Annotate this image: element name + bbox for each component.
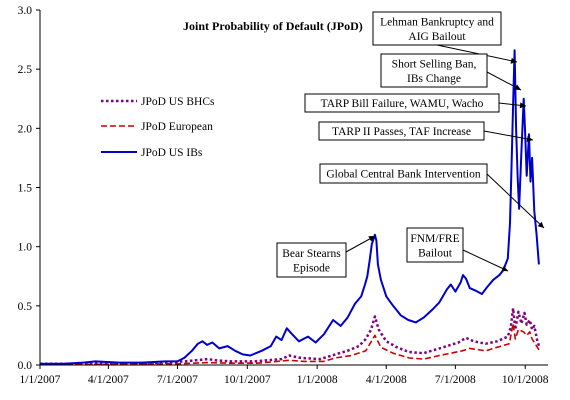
annotation-arrowhead — [501, 265, 508, 272]
x-tick-label: 10/1/2008 — [502, 374, 549, 386]
annotation-arrow — [486, 173, 545, 229]
annotation-arrow — [483, 130, 534, 141]
y-tick-label: 1.0 — [18, 242, 33, 254]
annotation-5: Bear Stearns Episode — [276, 235, 376, 278]
legend-label-2: JPoD US IBs — [141, 147, 203, 159]
annotation-box — [406, 227, 464, 263]
y-tick-label: 2.5 — [18, 64, 33, 76]
annotation-3: TARP II Passes, TAF Increase — [318, 121, 534, 142]
annotation-0: Lehman Bankruptcy and AIG Bailout — [372, 11, 518, 64]
annotation-arrow — [486, 71, 522, 91]
annotation-arrowhead — [526, 136, 533, 142]
x-tick-label: 1/1/2007 — [20, 374, 61, 386]
annotation-4: Global Central Bank Intervention — [319, 163, 545, 229]
annotation-arrowhead — [537, 221, 544, 228]
annotation-text: Episode — [293, 262, 330, 274]
annotation-box — [319, 163, 488, 184]
y-tick-label: 3.0 — [18, 5, 33, 17]
annotation-2: TARP Bill Failure, WAMU, Wacho — [304, 93, 527, 113]
annotations: Lehman Bankruptcy and AIG Bailout Short Se… — [276, 11, 545, 278]
annotation-arrow — [462, 249, 509, 272]
annotation-arrowhead — [510, 57, 517, 64]
legend-label-1: JPoD European — [141, 121, 213, 133]
chart-title: Joint Probability of Default (JPoD) — [183, 19, 363, 33]
annotation-text: Global Central Bank Intervention — [326, 169, 481, 181]
annotation-text: Bailout — [418, 247, 453, 259]
x-tick-label: 7/1/2008 — [435, 374, 476, 386]
x-tick-label: 1/1/2008 — [297, 374, 338, 386]
annotation-1: Short Selling Ban, IBs Change — [380, 53, 522, 91]
annotation-box — [318, 121, 485, 141]
x-tick-label: 10/1/2007 — [224, 374, 271, 386]
y-tick-label: 1.5 — [18, 183, 33, 195]
y-tick-label: 0.0 — [18, 360, 33, 372]
annotation-text: Lehman Bankruptcy and — [380, 16, 494, 28]
x-tick-label: 4/1/2007 — [88, 374, 129, 386]
annotation-arrowhead — [514, 84, 521, 90]
annotation-text: AIG Bailout — [408, 31, 466, 43]
x-tick-label: 4/1/2008 — [366, 374, 407, 386]
legend: JPoD US BHCs JPoD European JPoD US IBs — [101, 96, 215, 159]
annotation-box — [304, 93, 500, 113]
annotation-text: IBs Change — [407, 73, 461, 85]
annotation-text: Bear Stearns — [282, 248, 341, 260]
series-line-1 — [39, 322, 541, 366]
series-layer — [39, 49, 541, 366]
annotation-arrowhead — [519, 102, 526, 109]
annotation-box — [372, 11, 502, 46]
annotation-text: FNM/FRE — [410, 233, 459, 245]
annotation-text: Short Selling Ban, — [392, 58, 477, 70]
annotation-box — [380, 53, 488, 88]
y-tick-label: 0.5 — [18, 301, 33, 313]
legend-label-0: JPoD US BHCs — [141, 96, 215, 108]
annotation-6: FNM/FRE Bailout — [406, 227, 509, 272]
x-tick-label: 7/1/2007 — [157, 374, 198, 386]
annotation-arrowhead — [368, 236, 375, 242]
y-tick-label: 2.0 — [18, 123, 33, 135]
annotation-box — [276, 242, 347, 278]
ticks-layer: 0.0 0.5 1.0 1.5 2.0 2.5 3.0 1/1/2007 4/1/2007 7/1… — [18, 5, 549, 386]
annotation-text: TARP Bill Failure, WAMU, Wacho — [321, 98, 484, 110]
series-line-0 — [40, 306, 541, 366]
series-line-2 — [40, 49, 540, 365]
annotation-text: TARP II Passes, TAF Increase — [332, 126, 471, 138]
